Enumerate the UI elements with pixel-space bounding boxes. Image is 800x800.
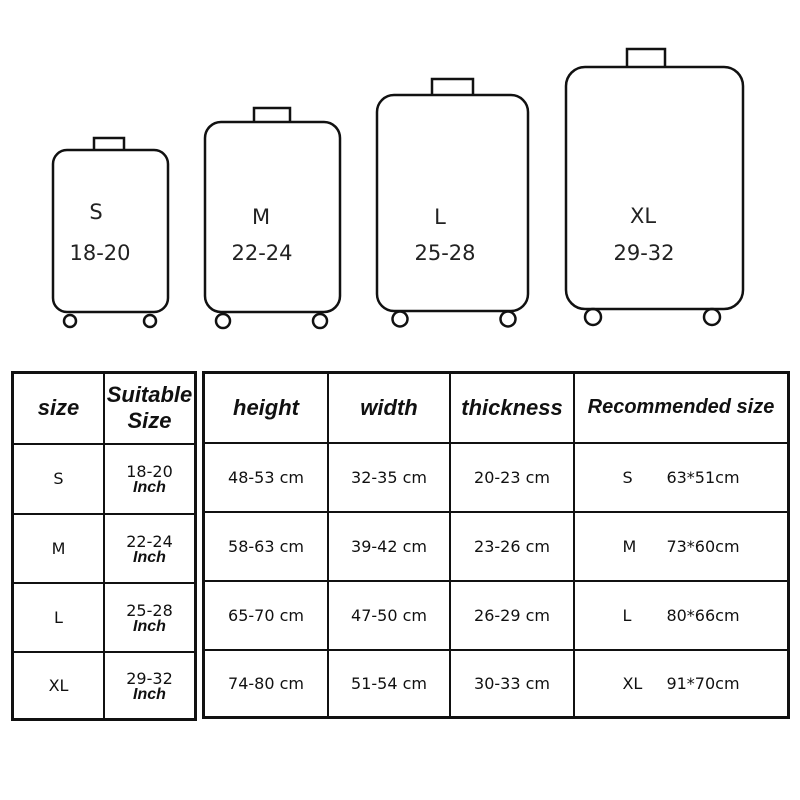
recommended-cell: M 73*60cm [573,510,790,582]
suitcase-illustrations [51,47,745,330]
thickness-cell: 23-26 cm [449,510,575,582]
suitcase-m-icon [203,106,342,330]
recommended-cell: XL 91*70cm [573,648,790,719]
recommended-cell: L 80*66cm [573,579,790,651]
range-cell: 22-24 Inch [103,512,197,584]
table-row: 74-80 cm 51-54 cm 30-33 cm XL 91*70cm [202,648,790,719]
suitcase-s-range: 18-20 [69,241,131,265]
suitcase-m-range: 22-24 [231,241,293,265]
suitcase-s-size: S [89,200,103,224]
range-cell: 25-28 Inch [103,581,197,653]
suitcase-xl-size: XL [629,204,657,228]
header-recommended-size: Recommended size [573,371,790,444]
size-cell: S [11,442,105,515]
thickness-cell: 20-23 cm [449,441,575,513]
header-width: width [327,371,451,444]
range-cell: 18-20 Inch [103,442,197,515]
width-cell: 39-42 cm [327,510,451,582]
thickness-cell: 30-33 cm [449,648,575,719]
height-cell: 48-53 cm [202,441,329,513]
height-cell: 58-63 cm [202,510,329,582]
suitcase-xl-icon [564,47,745,327]
header-height: height [202,371,329,444]
width-cell: 32-35 cm [327,441,451,513]
table-row: M 22-24 Inch [11,512,197,584]
size-cell: L [11,581,105,653]
width-cell: 51-54 cm [327,648,451,719]
suitcase-m-size: M [251,205,271,229]
suitcase-s-icon [51,136,170,329]
suitcase-l-icon [375,77,530,328]
header-thickness: thickness [449,371,575,444]
header-size: size [11,371,105,445]
recommended-cell: S 63*51cm [573,441,790,513]
size-table: size Suitable Size S 18-20 Inch M 22-24 In… [11,371,197,721]
size-cell: XL [11,650,105,721]
suitcase-xl-range: 29-32 [613,241,675,265]
table-row: 48-53 cm 32-35 cm 20-23 cm S 63*51cm [202,441,790,513]
height-cell: 65-70 cm [202,579,329,651]
size-cell: M [11,512,105,584]
height-cell: 74-80 cm [202,648,329,719]
thickness-cell: 26-29 cm [449,579,575,651]
suitcase-l-size: L [434,205,446,229]
table-row: XL 29-32 Inch [11,650,197,721]
table-row: L 25-28 Inch [11,581,197,653]
table-row: 58-63 cm 39-42 cm 23-26 cm M 73*60cm [202,510,790,582]
header-suitable-size: Suitable Size [103,371,197,445]
suitcase-l-range: 25-28 [414,241,476,265]
dimensions-table: height width thickness Recommended size … [202,371,790,719]
table-row: S 18-20 Inch [11,442,197,515]
width-cell: 47-50 cm [327,579,451,651]
table-row: 65-70 cm 47-50 cm 26-29 cm L 80*66cm [202,579,790,651]
range-cell: 29-32 Inch [103,650,197,721]
